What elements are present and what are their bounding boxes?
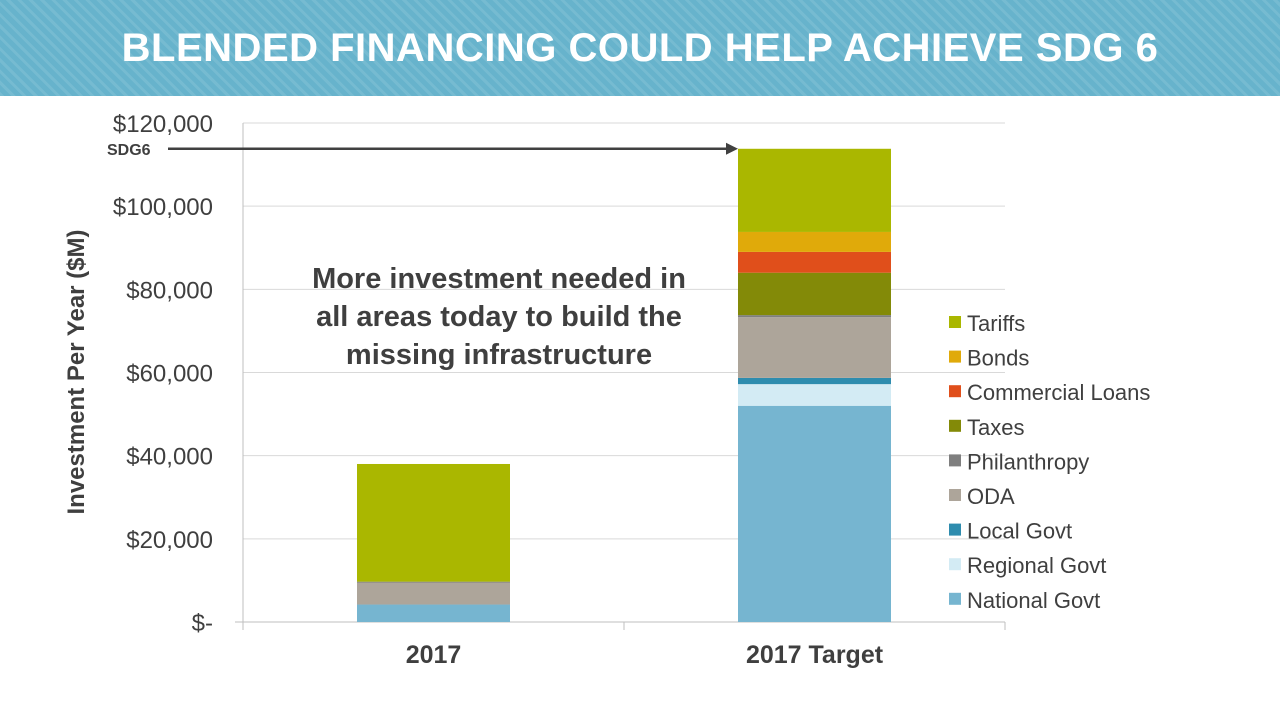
callout-text: More investment needed in all areas today… [312, 263, 686, 371]
legend-swatch [949, 419, 961, 432]
legend-label: ODA [967, 484, 1015, 509]
callout-line: More investment needed in [312, 263, 686, 295]
stacked-bar-chart: $- $20,000 $40,000 $60,000 $80,000 $100,000 $1… [63, 111, 1150, 669]
title-banner: BLENDED FINANCING COULD HELP ACHIEVE SDG… [0, 0, 1280, 96]
y-axis-label: Investment Per Year ($M) [63, 229, 90, 514]
sdg6-arrow-head [726, 142, 738, 155]
bar-segment-taxes [738, 272, 891, 316]
legend-swatch [949, 489, 961, 501]
y-tick-label: $80,000 [126, 277, 213, 304]
callout-line: all areas today to build the [316, 301, 682, 333]
y-tick-label: $- [192, 610, 213, 637]
bar-segment-national-govt [357, 604, 510, 622]
bar-segment-regional-govt [738, 384, 891, 406]
y-tick-label: $100,000 [113, 194, 213, 221]
bar-segment-oda [357, 582, 510, 605]
y-tick-label: $40,000 [126, 444, 213, 471]
legend-swatch [949, 385, 961, 398]
legend-label: Philanthropy [967, 449, 1089, 474]
legend-swatch [949, 454, 961, 467]
legend-swatch [949, 558, 961, 571]
bar-segment-bonds [738, 231, 891, 252]
y-tick-label: $20,000 [126, 527, 213, 554]
legend-label: Taxes [967, 415, 1024, 440]
legend-label: Bonds [967, 346, 1029, 371]
bar-segment-philanthropy [738, 315, 891, 318]
legend-label: Tariffs [967, 311, 1025, 336]
y-tick-label: $60,000 [126, 361, 213, 388]
legend-swatch [949, 316, 961, 328]
legend-swatch [949, 350, 961, 363]
bar-segment-national-govt [738, 405, 891, 622]
legend-label: Commercial Loans [967, 380, 1150, 405]
x-category-label: 2017 [406, 641, 462, 669]
bar-segment-oda [738, 317, 891, 378]
sdg6-annotation-label: SDG6 [107, 142, 151, 159]
y-tick-label: $120,000 [113, 111, 213, 138]
bar-segment-local-govt [738, 377, 891, 385]
bar-segment-tariffs [357, 463, 510, 582]
bar-segment-philanthropy [357, 581, 510, 583]
legend-swatch [949, 592, 961, 605]
x-category-label: 2017 Target [746, 641, 884, 669]
bar-segment-tariffs [738, 148, 891, 232]
legend-label: Regional Govt [967, 553, 1106, 578]
legend-label: National Govt [967, 588, 1100, 613]
slide-title: BLENDED FINANCING COULD HELP ACHIEVE SDG… [121, 26, 1159, 70]
bar-segment-commercial-loans [738, 251, 891, 273]
legend-label: Local Govt [967, 519, 1072, 544]
callout-line: missing infrastructure [346, 339, 652, 371]
legend-swatch [949, 523, 961, 536]
